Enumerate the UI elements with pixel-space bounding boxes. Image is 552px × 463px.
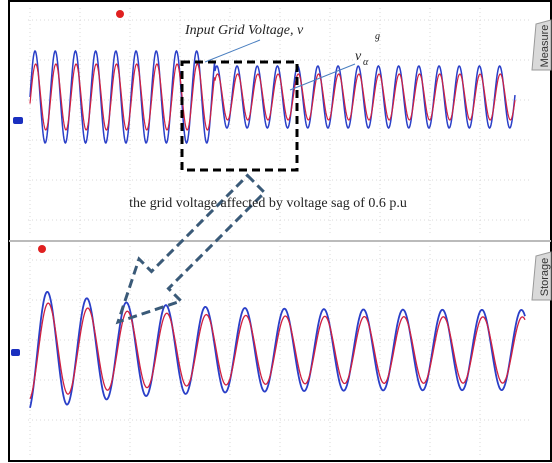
trigger-marker [116, 10, 124, 18]
figure: Measure Storage Input Grid Voltage, v g … [0, 0, 552, 463]
alpha-label-subscript: α [363, 57, 369, 68]
input-label: Input Grid Voltage, v [184, 23, 304, 38]
tab-label: Storage [539, 258, 551, 297]
input-label-subscript: g [375, 31, 380, 42]
frame [9, 1, 551, 461]
caption: the grid voltage affected by voltage sag… [129, 196, 407, 211]
channel-marker [11, 349, 20, 356]
trigger-marker [38, 245, 46, 253]
channel-marker [13, 117, 23, 124]
tab-label: Measure [539, 25, 551, 68]
alpha-label: v [355, 49, 362, 64]
